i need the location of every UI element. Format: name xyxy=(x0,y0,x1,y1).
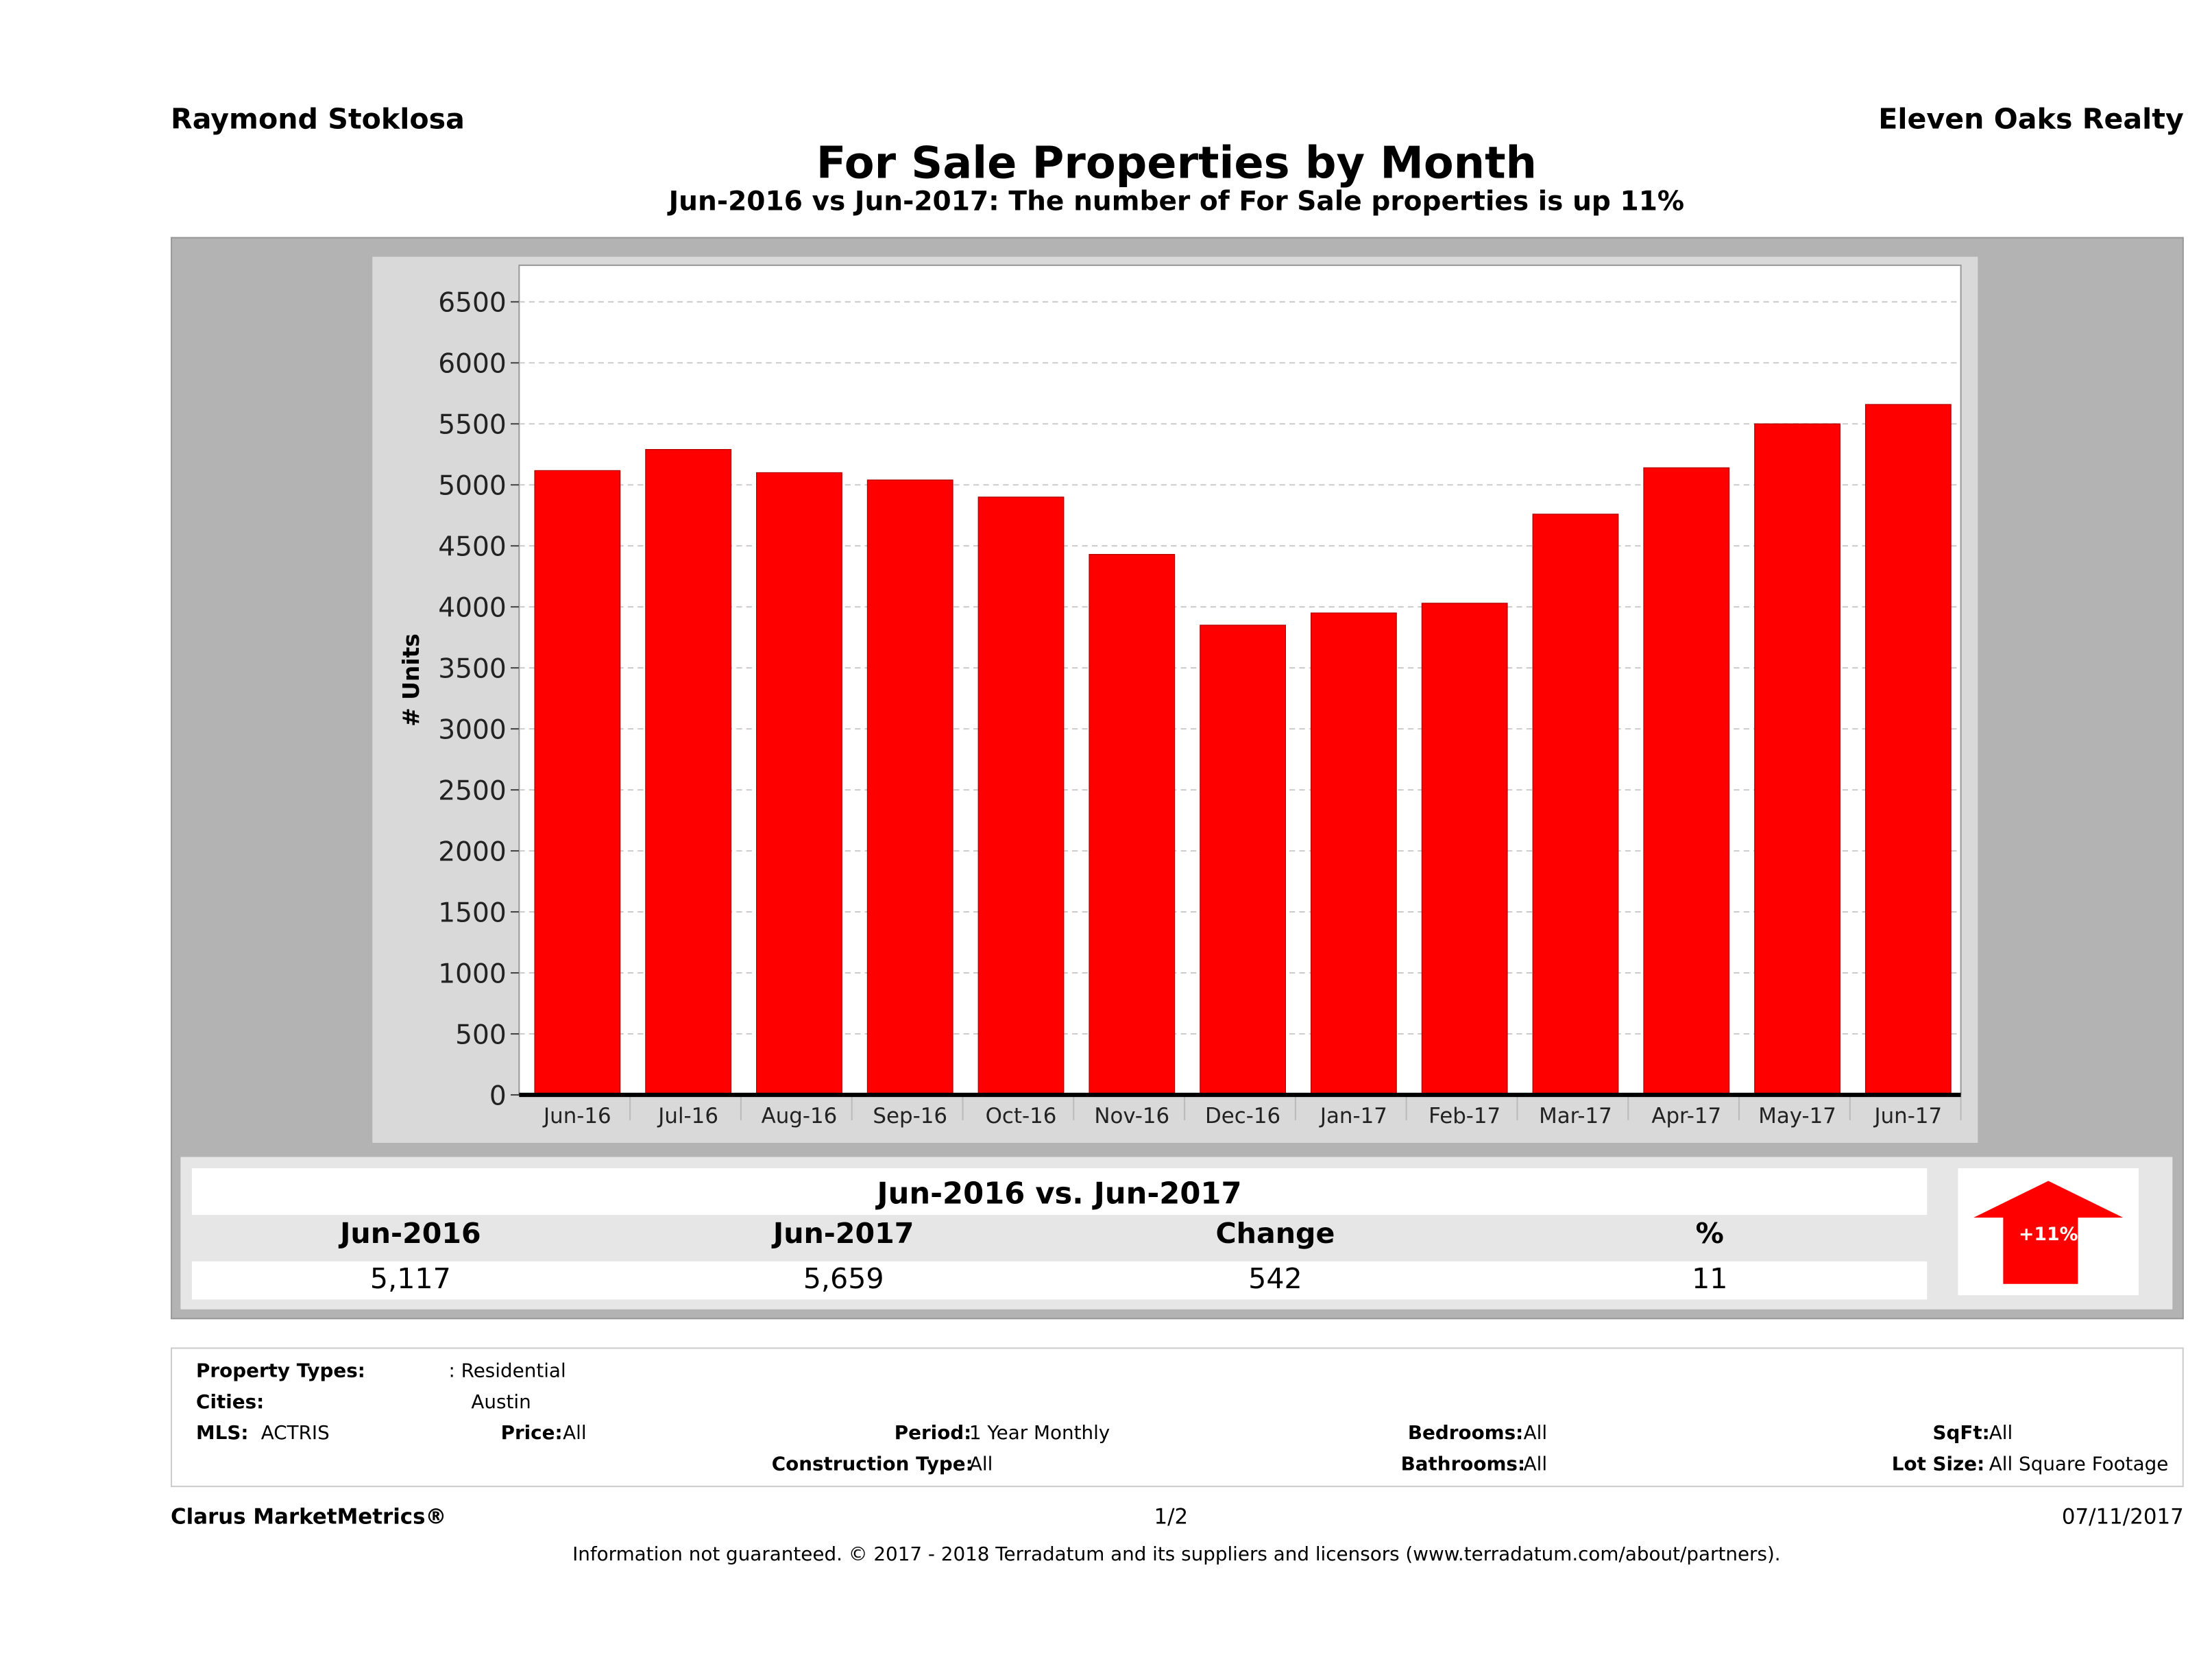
x-tick-label: Jan-17 xyxy=(1319,1104,1387,1128)
y-tick-label: 4000 xyxy=(438,593,507,624)
x-tick-label: Aug-16 xyxy=(762,1104,838,1128)
page-number: 1/2 xyxy=(1154,1503,1189,1530)
x-tick-label: Dec-16 xyxy=(1205,1104,1280,1128)
bar xyxy=(534,470,621,1096)
bar xyxy=(1200,625,1287,1096)
label: Price: xyxy=(500,1422,563,1445)
value: Austin xyxy=(471,1391,531,1414)
y-tick-label: 5000 xyxy=(438,471,507,502)
y-tick-label: 5500 xyxy=(438,410,507,441)
value: All xyxy=(1523,1453,1548,1476)
label: Bathrooms: xyxy=(1400,1453,1526,1476)
y-tick-label: 1500 xyxy=(438,897,507,928)
bar xyxy=(1089,554,1176,1096)
chart-container: 0 500 1000 1500 2000 2500 3000 3500 4000 4500 5000… xyxy=(372,256,1978,1143)
summary-heading: Jun-2016 vs. Jun-2017 xyxy=(191,1168,1928,1215)
x-tick-label: Oct-16 xyxy=(986,1104,1057,1128)
bar xyxy=(977,496,1065,1096)
x-tick-label: Jun-17 xyxy=(1873,1104,1943,1128)
badge-label: +11% xyxy=(2019,1224,2078,1245)
label: Cities: xyxy=(196,1391,265,1414)
value: All xyxy=(1523,1422,1548,1445)
y-tick-label: 2500 xyxy=(438,776,507,807)
label: Construction Type: xyxy=(771,1453,973,1476)
bar xyxy=(645,449,732,1096)
value: All xyxy=(1989,1422,2013,1445)
bar xyxy=(1754,423,1840,1096)
value: All xyxy=(969,1453,993,1476)
value: ACTRIS xyxy=(260,1422,330,1445)
x-tick-label: Feb-17 xyxy=(1429,1104,1500,1128)
y-tick-label: 1000 xyxy=(438,958,507,989)
x-tick-label: Nov-16 xyxy=(1094,1104,1169,1128)
x-tick-label: Jun-16 xyxy=(542,1104,611,1128)
y-tick-label: 0 xyxy=(489,1080,507,1111)
y-tick-label: 500 xyxy=(455,1019,507,1050)
y-axis-label: # Units xyxy=(398,633,424,727)
brokerage-name: Eleven Oaks Realty xyxy=(1878,101,2184,136)
x-tick-label: Jul-16 xyxy=(657,1104,718,1128)
col-header: % xyxy=(1695,1216,1724,1251)
change-badge: +11% xyxy=(1958,1168,2139,1296)
x-tick-label: May-17 xyxy=(1758,1104,1836,1128)
disclaimer: Information not guaranteed. © 2017 - 201… xyxy=(572,1543,1781,1567)
col-header: Jun-2016 xyxy=(340,1216,481,1251)
label: MLS: xyxy=(196,1422,249,1445)
bar xyxy=(1532,514,1619,1096)
criteria-box: Property Types: : Residential Cities: Au… xyxy=(171,1347,2184,1488)
summary-header-row: Jun-2016 Jun-2017 Change % xyxy=(192,1216,1927,1259)
y-tick-label: 6500 xyxy=(438,288,507,319)
bar xyxy=(866,479,953,1096)
y-tick-label: 2000 xyxy=(438,837,507,868)
label: SqFt: xyxy=(1932,1422,1990,1445)
col-header: Change xyxy=(1215,1216,1335,1251)
value-cell: 5,117 xyxy=(369,1261,451,1296)
brand-name: Clarus MarketMetrics® xyxy=(171,1503,447,1530)
bar xyxy=(756,472,842,1096)
x-tick-label: Sep-16 xyxy=(873,1104,947,1128)
x-tick-label: Mar-17 xyxy=(1539,1104,1612,1128)
value-cell: 5,659 xyxy=(803,1261,884,1296)
value-cell: 542 xyxy=(1248,1261,1302,1296)
y-tick-label: 4500 xyxy=(438,532,507,563)
bar xyxy=(1864,404,1952,1096)
summary-value-row: 5,117 5,659 542 11 xyxy=(191,1261,1928,1300)
value: All Square Footage xyxy=(1989,1453,2169,1476)
up-arrow-icon: +11% xyxy=(1973,1181,2124,1284)
y-tick-label: 3500 xyxy=(438,654,507,685)
report-date: 07/11/2017 xyxy=(2061,1503,2184,1530)
agent-name: Raymond Stoklosa xyxy=(171,101,465,136)
value-cell: 11 xyxy=(1692,1261,1728,1296)
label: Bedrooms: xyxy=(1407,1422,1524,1445)
bar xyxy=(1643,467,1730,1096)
value: All xyxy=(563,1422,587,1445)
col-header: Jun-2017 xyxy=(773,1216,914,1251)
y-tick-label: 6000 xyxy=(438,349,507,380)
bar xyxy=(1310,612,1397,1096)
value: : Residential xyxy=(448,1360,566,1383)
y-tick-label: 3000 xyxy=(438,715,507,746)
label: Lot Size: xyxy=(1891,1453,1985,1476)
value: 1 Year Monthly xyxy=(969,1422,1110,1445)
bar xyxy=(1421,603,1508,1096)
x-tick-label: Apr-17 xyxy=(1651,1104,1721,1128)
label: Period: xyxy=(894,1422,972,1445)
label: Property Types: xyxy=(196,1360,365,1383)
bar-chart: 0 500 1000 1500 2000 2500 3000 3500 4000 4500 5000… xyxy=(398,264,1962,1128)
page-title: For Sale Properties by Month xyxy=(816,138,1537,189)
page-subtitle: Jun-2016 vs Jun-2017: The number of For … xyxy=(668,186,1685,217)
